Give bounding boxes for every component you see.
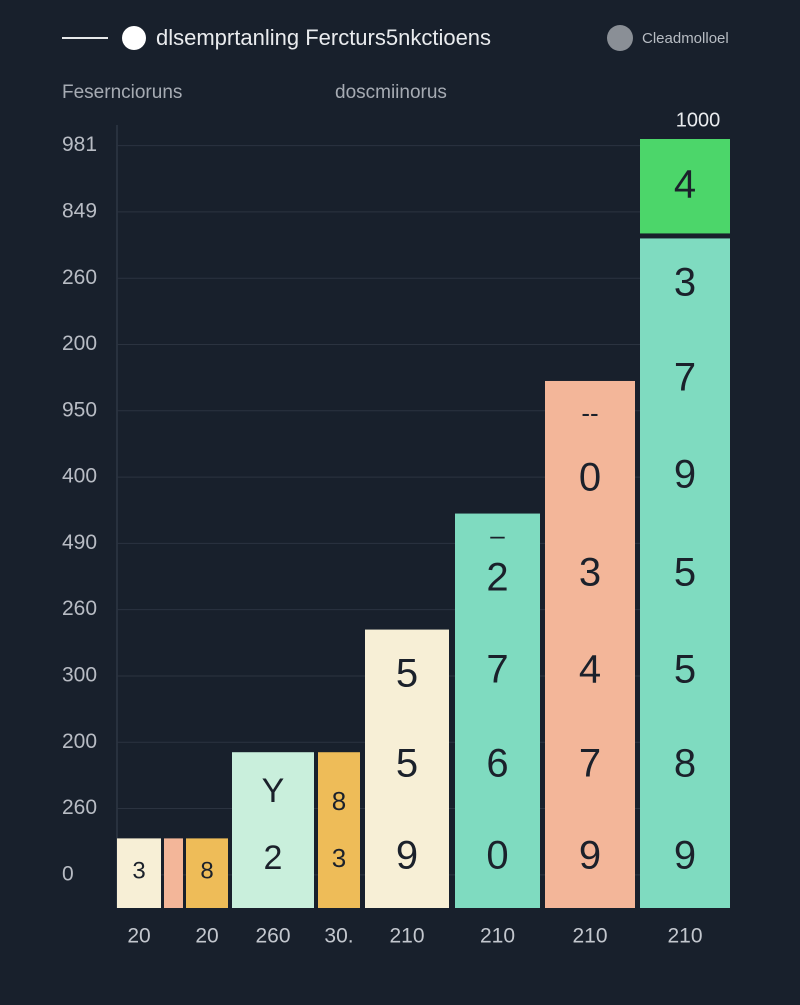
bar-text: 8: [332, 786, 346, 816]
x-tick-label: 210: [572, 925, 607, 948]
bar-text: 2: [264, 839, 283, 877]
y-tick-label: 300: [62, 664, 97, 687]
chart-title: dlsemprtanling Fercturs5nkctioens: [156, 25, 491, 50]
bar-text: 2: [486, 556, 508, 600]
bar-text: 0: [579, 456, 601, 500]
y-tick-label: 200: [62, 730, 97, 753]
bar-text: 9: [674, 834, 696, 878]
bar: [640, 238, 730, 909]
bar: [164, 838, 183, 908]
bar-text: 7: [486, 648, 508, 692]
y-tick-label: 0: [62, 862, 74, 885]
bar-text: Y: [262, 772, 285, 810]
bar-text: 3: [674, 261, 696, 305]
bar: [545, 380, 635, 908]
y-tick-label: 260: [62, 597, 97, 620]
subtitle: Feserncioruns: [62, 82, 182, 103]
x-tick-label: 20: [195, 925, 218, 948]
bar-text: 7: [579, 742, 601, 786]
annotation: 1000: [676, 109, 721, 131]
y-tick-label: 260: [62, 796, 97, 819]
bar: [186, 838, 228, 908]
bar-text: 9: [396, 834, 418, 878]
bar-text: --: [581, 398, 598, 428]
bar-text: 3: [332, 843, 346, 873]
y-tick-label: 200: [62, 332, 97, 355]
bar: [117, 838, 161, 908]
bar-text: 9: [674, 453, 696, 497]
y-tick-label: 849: [62, 199, 97, 222]
badge-icon: [607, 25, 633, 51]
bar-text: 9: [579, 834, 601, 878]
x-tick-label: 210: [480, 925, 515, 948]
bar-text: 3: [579, 551, 601, 595]
bar-text: 6: [486, 742, 508, 786]
bar: [365, 629, 449, 908]
x-tick-label: 210: [667, 925, 702, 948]
x-tick-label: 260: [255, 925, 290, 948]
y-tick-label: 490: [62, 531, 97, 554]
bar-text: 0: [486, 834, 508, 878]
bar-text: 3: [132, 857, 145, 884]
bar-text: 5: [674, 551, 696, 595]
y-tick-label: 950: [62, 398, 97, 421]
y-tick-label: 981: [62, 133, 97, 156]
subtitle: doscmiinorus: [335, 82, 447, 103]
y-tick-label: 400: [62, 465, 97, 488]
bar-text: 5: [396, 742, 418, 786]
bar-text: 8: [200, 857, 213, 884]
bar-text: 7: [674, 356, 696, 400]
bar: [455, 513, 540, 908]
x-tick-label: 20: [127, 925, 150, 948]
bar: [318, 752, 360, 908]
bar-text: 8: [674, 742, 696, 786]
bar: [640, 139, 730, 234]
bar-text: 4: [579, 648, 601, 692]
y-tick-label: 260: [62, 266, 97, 289]
bar-text: –: [490, 520, 505, 550]
bar-text: 5: [396, 652, 418, 696]
badge-label: Cleadmolloel: [642, 30, 729, 47]
x-tick-label: 210: [389, 925, 424, 948]
x-tick-label: 30.: [324, 925, 353, 948]
bar-text: 4: [674, 162, 696, 206]
bar: [232, 752, 314, 908]
bar-text: 5: [674, 648, 696, 692]
legend-dot: [122, 26, 146, 50]
